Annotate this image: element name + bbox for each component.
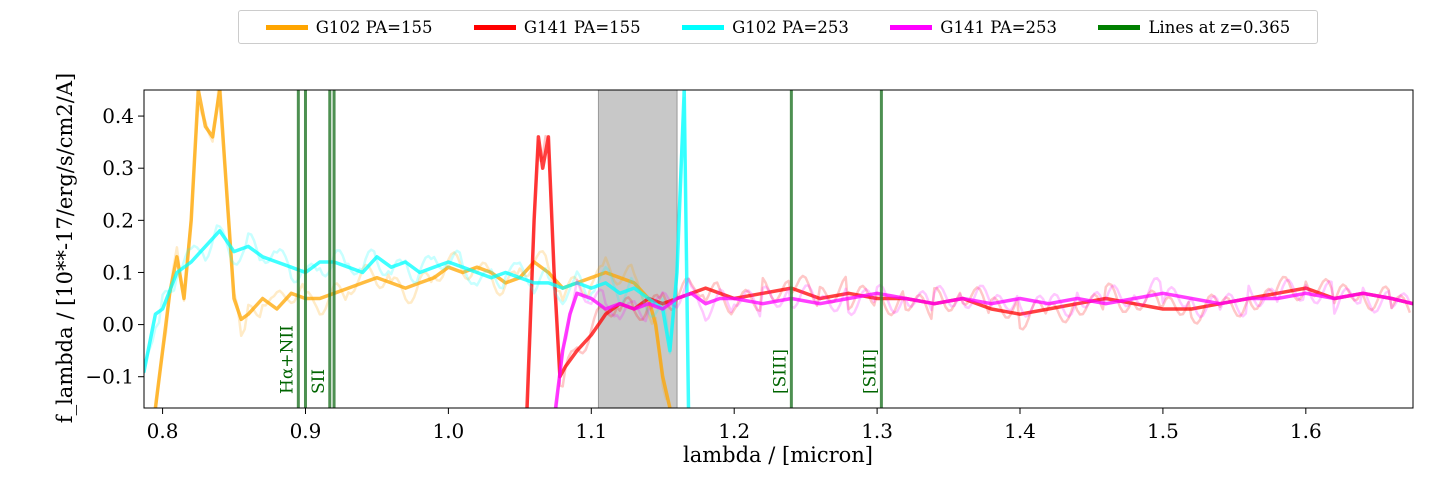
y-axis-label: f_lambda / [10**-17/erg/s/cm2/A]: [53, 73, 77, 423]
legend-label: G141 PA=155: [523, 17, 641, 37]
legend-item-g102-pa155: G102 PA=155: [265, 17, 433, 37]
x-tick-label: 1.0: [432, 419, 464, 443]
emission-line-label: [SIII]: [770, 349, 790, 394]
x-tick-label: 0.8: [147, 419, 179, 443]
series-noise-2: [144, 96, 688, 368]
x-tick-label: 1.4: [1004, 419, 1036, 443]
legend-item-g102-pa253: G102 PA=253: [682, 18, 849, 37]
y-tick-label: 0.2: [102, 208, 134, 232]
plot-layer: Hα+NII SII [SIII] [SIII]: [144, 90, 1413, 408]
emission-line-label: [SIII]: [860, 349, 880, 394]
emission-line-label: SII: [309, 369, 329, 394]
legend: G102 PA=155 G141 PA=155 G102 PA=253 G141…: [238, 10, 1318, 44]
series-line-3: [553, 291, 1413, 408]
legend-item-lines: Lines at z=0.365: [1098, 18, 1290, 37]
series-line-0: [153, 90, 672, 408]
legend-label: Lines at z=0.365: [1148, 17, 1291, 37]
x-tick-label: 1.1: [575, 419, 607, 443]
series-noise-3: [555, 276, 1412, 408]
y-tick-label: −0.1: [85, 365, 134, 389]
legend-item-g141-pa155: G141 PA=155: [473, 17, 641, 37]
legend-swatch: [1098, 24, 1141, 30]
y-tick-label: 0.0: [102, 313, 134, 337]
axes-layer: 0.8 0.9 1.0 1.1 1.2 1.3 1.4 1.5 1.6 −0.1 0.0 0.1 0.2…: [85, 89, 1414, 443]
y-tick-label: 0.1: [102, 260, 134, 284]
legend-label: G102 PA=253: [732, 17, 849, 37]
series-line-2: [144, 90, 691, 408]
x-tick-label: 1.3: [861, 419, 893, 443]
x-axis-label: lambda / [micron]: [683, 443, 873, 467]
legend-swatch: [890, 24, 933, 30]
legend-label: G141 PA=253: [940, 17, 1058, 37]
x-tick-label: 1.6: [1290, 419, 1322, 443]
legend-label: G102 PA=155: [315, 17, 433, 37]
masked-region: [597, 90, 678, 408]
x-tick-label: 1.2: [718, 419, 750, 443]
x-tick-label: 0.9: [290, 419, 322, 443]
x-tick-label: 1.5: [1147, 419, 1179, 443]
y-tick-label: 0.4: [102, 104, 134, 128]
plot-frame: [143, 89, 1414, 409]
emission-line-label: Hα+NII: [277, 325, 297, 394]
legend-swatch: [682, 24, 725, 30]
y-tick-label: 0.3: [102, 156, 134, 180]
legend-item-g141-pa253: G141 PA=253: [890, 18, 1057, 37]
legend-swatch: [473, 24, 516, 30]
plot-area: [144, 90, 1413, 408]
legend-swatch: [265, 24, 308, 30]
